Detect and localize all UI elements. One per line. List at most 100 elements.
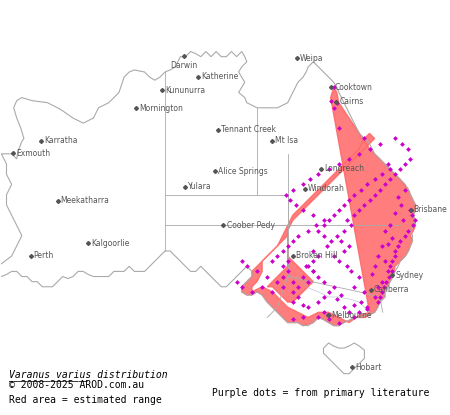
Point bbox=[248, 288, 256, 295]
Point bbox=[340, 227, 347, 234]
Point bbox=[356, 309, 363, 316]
Point bbox=[381, 181, 388, 188]
Text: Cooktown: Cooktown bbox=[334, 83, 372, 92]
Point bbox=[286, 197, 293, 203]
Point bbox=[330, 212, 338, 218]
Text: Windorah: Windorah bbox=[308, 184, 345, 193]
Point bbox=[364, 304, 371, 310]
Point bbox=[347, 222, 355, 229]
Point bbox=[376, 140, 383, 147]
Point bbox=[378, 278, 385, 285]
Point bbox=[351, 302, 358, 308]
Point bbox=[289, 278, 297, 285]
Point bbox=[313, 222, 320, 229]
Point bbox=[325, 217, 332, 224]
Point bbox=[320, 222, 327, 229]
Point bbox=[378, 171, 385, 178]
Point bbox=[299, 207, 306, 213]
Point bbox=[396, 166, 404, 173]
Point bbox=[335, 207, 342, 213]
Point bbox=[343, 263, 351, 270]
Point bbox=[315, 299, 322, 305]
Point bbox=[320, 217, 327, 224]
Point bbox=[315, 227, 322, 234]
Point bbox=[347, 268, 355, 275]
Point bbox=[402, 161, 409, 167]
Point bbox=[320, 278, 327, 285]
Point bbox=[392, 253, 399, 259]
Point bbox=[371, 294, 378, 300]
Point bbox=[299, 314, 306, 321]
Point bbox=[378, 242, 385, 249]
Point bbox=[382, 278, 390, 285]
Point bbox=[366, 145, 373, 152]
Text: Perth: Perth bbox=[34, 251, 54, 260]
Point bbox=[384, 161, 392, 167]
Point bbox=[346, 197, 353, 203]
Point bbox=[392, 135, 399, 142]
Point bbox=[381, 227, 388, 234]
Point bbox=[340, 304, 347, 310]
Text: Exmouth: Exmouth bbox=[16, 149, 50, 158]
Point bbox=[330, 283, 338, 290]
Point bbox=[279, 273, 286, 280]
Point bbox=[315, 253, 322, 259]
Point bbox=[253, 268, 261, 275]
Text: Varanus varius distribution: Varanus varius distribution bbox=[9, 370, 167, 380]
Point bbox=[398, 202, 405, 208]
Point bbox=[330, 253, 338, 259]
Point bbox=[388, 234, 396, 241]
Point bbox=[306, 176, 314, 183]
Point bbox=[333, 232, 340, 239]
Point bbox=[371, 263, 378, 270]
Point bbox=[335, 319, 342, 326]
Point bbox=[368, 271, 375, 278]
Point bbox=[387, 263, 394, 270]
Point bbox=[384, 268, 392, 275]
Text: Broken Hill: Broken Hill bbox=[296, 251, 337, 260]
Point bbox=[305, 227, 312, 234]
Point bbox=[364, 306, 371, 312]
Point bbox=[361, 202, 368, 208]
Point bbox=[366, 197, 373, 203]
Point bbox=[243, 263, 250, 270]
Point bbox=[330, 105, 338, 111]
Point bbox=[380, 283, 387, 290]
Point bbox=[346, 242, 353, 249]
Text: Hobart: Hobart bbox=[356, 363, 382, 372]
Point bbox=[289, 186, 297, 193]
Point bbox=[340, 202, 347, 208]
Point bbox=[376, 186, 383, 193]
Polygon shape bbox=[242, 87, 415, 326]
Point bbox=[335, 258, 342, 264]
Text: Karratha: Karratha bbox=[44, 137, 77, 145]
Point bbox=[356, 151, 363, 157]
Point bbox=[289, 299, 297, 305]
Point bbox=[279, 248, 286, 254]
Point bbox=[327, 98, 334, 104]
Point bbox=[388, 258, 396, 264]
Point bbox=[315, 171, 322, 178]
Point bbox=[279, 283, 286, 290]
Text: Melbourne: Melbourne bbox=[331, 311, 372, 320]
Point bbox=[233, 278, 240, 285]
Point bbox=[392, 248, 399, 254]
Point bbox=[400, 217, 407, 224]
Point bbox=[299, 302, 306, 308]
Point bbox=[376, 294, 383, 300]
Point bbox=[279, 263, 286, 270]
Point bbox=[274, 253, 281, 259]
Point bbox=[402, 232, 409, 239]
Point bbox=[325, 288, 332, 295]
Point bbox=[302, 263, 310, 270]
Text: Cairns: Cairns bbox=[340, 98, 364, 106]
Point bbox=[284, 258, 291, 264]
Point bbox=[315, 314, 322, 321]
Point bbox=[392, 171, 399, 178]
Point bbox=[358, 299, 365, 305]
Point bbox=[310, 268, 317, 275]
Point bbox=[315, 273, 322, 280]
Point bbox=[310, 258, 317, 264]
Text: Coober Pedy: Coober Pedy bbox=[226, 221, 274, 230]
Text: Yulara: Yulara bbox=[189, 183, 212, 191]
